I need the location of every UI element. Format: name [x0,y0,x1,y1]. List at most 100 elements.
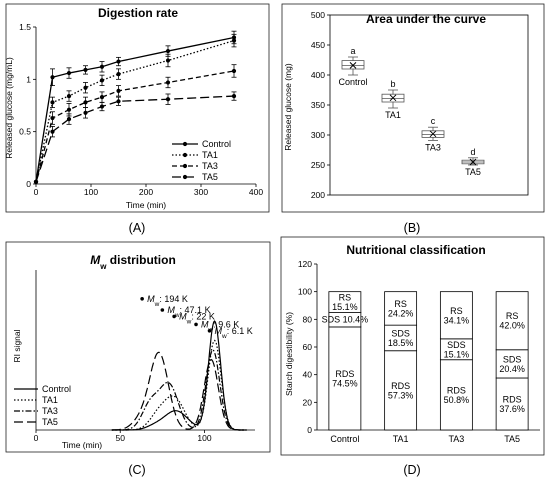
panel-c-x-tick-label: 50 [115,433,125,443]
panel-a-point-TA5 [33,179,39,185]
panel-d-segment-name: RS [450,306,463,316]
panel-label-a: (A) [129,221,146,235]
panel-c-mw-sub: w [174,312,180,319]
panel-d-category-label: TA3 [448,434,464,444]
panel-d-bar-SDS-TA1 [384,324,418,352]
panel-b-y-tick-label: 200 [311,190,325,200]
panel-c-title-sub: w [99,262,107,271]
panel-d-y-tick-label: 100 [298,287,312,297]
panel-d-segment-name: RS [506,311,519,321]
panel-a-legend-label: Control [202,139,231,149]
panel-b-box-label: TA3 [425,142,441,152]
panel-a-point-Control [165,48,171,54]
panel-a-point-Control [50,75,55,80]
panel-label-d: (D) [403,463,420,477]
panel-a-legend-label: TA5 [202,172,218,182]
panel-a-point-TA3 [66,107,72,112]
panel-d-segment-value: 18.5% [388,338,414,348]
panel-c-mw-marker [172,314,176,319]
panel-d-segment-value: 15.1% [444,349,470,359]
panel-d-bar-RS-TA3 [439,291,473,340]
panel-a-point-TA1 [83,85,88,90]
panel-b-mean-marker [389,94,397,102]
panel-b-significance-letter: c [431,116,436,126]
panel-a-series-line-TA3 [35,70,235,183]
panel-a-point-TA5 [231,93,237,99]
panel-a-x-tick-label: 200 [139,187,153,197]
panel-d-frame [280,236,545,456]
panel-c-mw-sub: w [186,318,192,325]
panel-d-segment-name: RS [339,293,352,303]
panel-d-segment-name: SDS [503,354,522,364]
panel-d-category-label: TA1 [393,434,409,444]
panel-a-digestion-rate: Digestion rate Time (min) Released gluco… [4,3,270,213]
panel-a-series-line-TA1 [35,39,235,183]
panel-a-point-TA5 [165,97,171,102]
panel-a-x-tick-label: 400 [249,187,263,197]
panel-c-mw-value: : 47.1 K [180,305,211,315]
panel-d-y-tick-label: 60 [303,342,313,352]
panel-d-segment-value: 24.2% [388,308,414,318]
panel-d-segment-label: SDS 10.4% [322,315,369,325]
panel-d-y-tick-label: 0 [307,425,312,435]
panel-a-point-TA5 [66,117,72,122]
panel-b-y-tick-label: 300 [311,130,325,140]
panel-d-bar-RDS-Control [328,326,362,431]
panel-d-segment-name: RDS [447,385,466,395]
panel-d-segment-name: SDS [391,328,410,338]
panel-b-plot-area [329,14,529,196]
panel-a-point-TA3 [99,95,105,100]
panel-a-legend-label: TA1 [202,150,218,160]
panel-c-trace-TA5 [111,351,247,431]
panel-a-point-TA1 [165,58,171,63]
panel-c-mw-prefix: M [179,311,187,321]
panel-a-y-tick-label: 1.5 [19,22,31,32]
panel-c-legend-label: TA1 [42,395,58,405]
panel-d-category-label: TA5 [504,434,520,444]
panel-c-mw-value: : 194 K [159,294,188,304]
panel-a-x-tick-label: 300 [194,187,208,197]
panel-d-segment-value: 74.5% [332,378,358,388]
panel-d-bar-RS-TA5 [495,291,529,351]
panel-a-x-tick-label: 100 [84,187,98,197]
panel-d-y-tick-label: 120 [298,259,312,269]
panel-d-category-label: Control [330,434,359,444]
panel-a-point-TA1 [99,78,105,83]
panel-b-mean-marker [429,130,437,138]
panel-c-mw-annotation: Mw: 47.1 K [167,305,210,319]
panel-a-xlabel: Time (min) [126,200,166,210]
panel-c-mw-marker [194,322,198,327]
panel-c-mw-marker [160,308,165,312]
panel-c-mw-marker [207,329,212,333]
panel-d-segment-name: RDS [335,369,354,379]
panel-a-point-Control [116,59,121,64]
panel-c-legend-label: Control [42,384,71,394]
panel-d-bar-RDS-TA3 [439,359,473,431]
panel-a-title: Digestion rate [98,6,178,20]
panel-b-box-label: Control [338,77,367,87]
panel-b-y-tick-label: 400 [311,70,325,80]
panel-c-ylabel: RI signal [12,329,22,362]
panel-a-series-line-TA5 [35,95,235,183]
panel-c-legend-label: TA5 [42,417,58,427]
panel-b-title: Area under the curve [366,12,486,26]
panel-b-ylabel: Released glucose (mg) [283,63,293,151]
panel-d-segment-name: RS [394,299,407,309]
panel-a-point-TA3 [231,68,237,74]
panel-b-box-label: TA5 [465,167,481,177]
panel-c-mw-sub: w [154,300,160,307]
panel-a-legend-marker [182,152,188,158]
panel-c-xlabel: Time (min) [62,440,102,450]
panel-b-mean-marker [469,158,477,166]
panel-c-mw-prefix: M [147,294,155,304]
panel-a-legend-marker [182,141,188,147]
panel-c-mw-value: : 22 K [191,311,215,321]
panel-d-segment-value: 57.3% [388,390,414,400]
panel-d-nutritional-classification: Nutritional classification Starch digest… [280,236,545,456]
panel-d-ylabel: Starch digestibility (%) [284,312,294,396]
panel-b-y-tick-label: 350 [311,100,325,110]
panel-c-trace-TA3 [111,349,247,431]
panel-a-series-line-Control [35,36,235,183]
panel-c-mw-annotation: Mw: 194 K [147,294,188,308]
